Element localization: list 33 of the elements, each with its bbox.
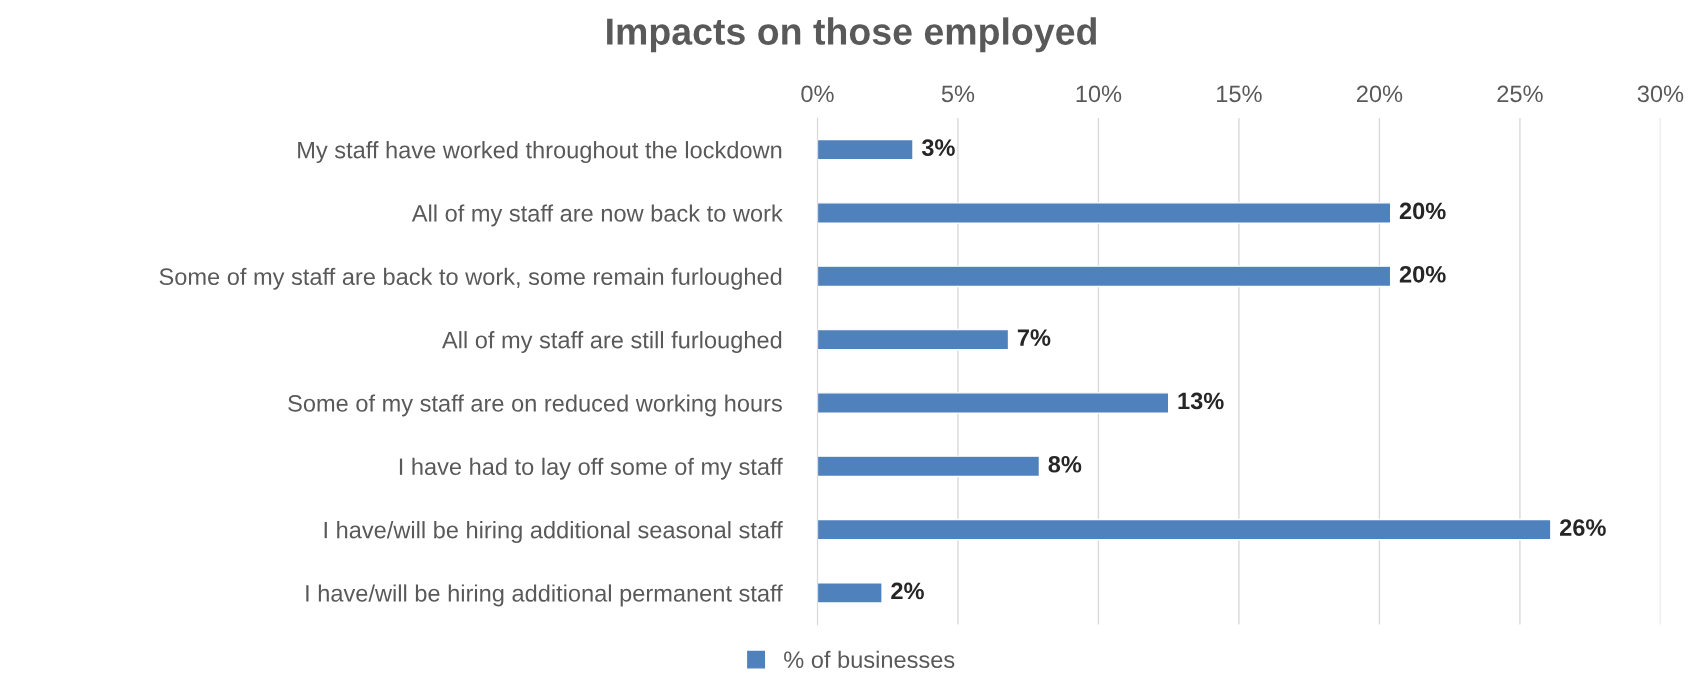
y-tick-label: All of my staff are still furloughed: [442, 331, 782, 354]
y-tick-label: Some of my staff are back to work, some remain furloughed: [159, 267, 782, 290]
data-label: 26%: [1559, 519, 1606, 536]
bar: [817, 138, 914, 161]
x-tick-label: 10%: [1076, 85, 1122, 103]
data-label: 13%: [1178, 392, 1224, 410]
data-label: 3%: [921, 139, 955, 157]
y-tick-label: My staff have worked throughout the lockdown: [298, 141, 782, 164]
y-tick-label: Some of my staff are on reduced working hours: [288, 394, 782, 417]
bar: [817, 518, 1552, 541]
bar: [817, 392, 1170, 414]
data-label: 20%: [1399, 265, 1446, 283]
chart-title: Impacts on those employed: [607, 17, 1096, 53]
y-tick-label: I have had to lay off some of my staff: [399, 457, 783, 480]
bar: [817, 455, 1041, 478]
bar: [817, 202, 1392, 224]
y-tick-label: I have/will be hiring additional permanent staff: [306, 584, 783, 607]
x-tick-label: 15%: [1217, 85, 1262, 103]
data-label: 7%: [1017, 329, 1051, 346]
legend-label: % of businesses: [784, 650, 955, 669]
bar: [817, 265, 1392, 288]
bar: [817, 328, 1010, 351]
x-tick-label: 20%: [1356, 85, 1403, 103]
x-tick-label: 25%: [1497, 85, 1543, 103]
x-tick-label: 5%: [941, 85, 975, 103]
x-tick-label: 30%: [1637, 85, 1684, 103]
data-label: 2%: [891, 582, 924, 600]
data-label: 8%: [1048, 455, 1082, 473]
y-tick-label: All of my staff are now back to work: [411, 204, 783, 227]
x-tick-label: 0%: [801, 85, 834, 103]
y-tick-label: I have/will be hiring additional seasonal staff: [324, 521, 783, 544]
bar: [817, 582, 883, 604]
data-label: 20%: [1399, 202, 1446, 220]
